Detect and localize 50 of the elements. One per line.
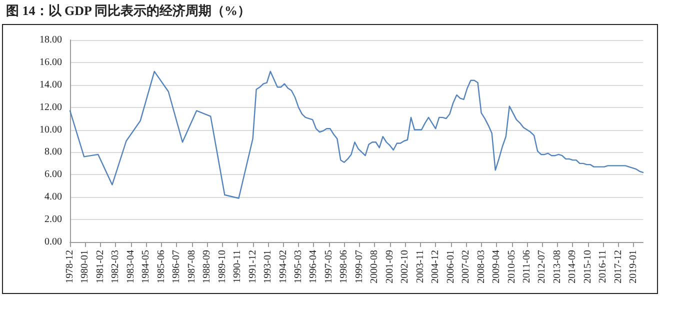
x-tick-label: 2014-09 — [567, 250, 578, 284]
x-tick-label: 1980-01 — [80, 250, 91, 284]
x-tick-label: 2004-12 — [430, 250, 442, 284]
x-tick-label: 1981-02 — [94, 250, 106, 284]
x-tick-label: 2009-04 — [491, 250, 502, 284]
x-tick-label: 2013-08 — [552, 250, 563, 284]
x-tick-label: 1982-03 — [110, 250, 122, 284]
x-tick-label: 1995-03 — [292, 250, 304, 284]
x-tick-label: 1994-02 — [278, 250, 289, 284]
line-series — [69, 70, 644, 199]
x-tick-label: 2017-12 — [612, 250, 624, 284]
x-tick-label: 1986-07 — [171, 250, 182, 284]
x-tick-label: 2015-10 — [582, 250, 594, 284]
x-tick-label: 1996-04 — [308, 250, 320, 284]
x-tick-label: 1987-08 — [186, 250, 198, 284]
y-tick-label: 6.00 — [44, 169, 62, 180]
x-tick-label: 1978-12 — [64, 250, 76, 284]
x-tick-label: 1993-01 — [262, 250, 274, 284]
x-tick-label: 2000-08 — [369, 250, 380, 284]
chart-title: 图 14：以 GDP 同比表示的经济周期（%） — [6, 2, 250, 20]
x-tick-label: 2006-01 — [445, 250, 456, 284]
y-tick-label: 10.00 — [40, 124, 62, 136]
x-tick-label: 2011-06 — [521, 250, 532, 283]
y-tick-label: 4.00 — [44, 192, 62, 203]
y-tick-label: 2.00 — [44, 214, 62, 226]
x-tick-label: 1997-05 — [323, 250, 334, 284]
x-tick-label: 2001-09 — [384, 250, 396, 284]
x-tick-label: 1989-10 — [216, 250, 228, 284]
y-tick-label: 0.00 — [44, 236, 62, 248]
x-tick-label: 2007-02 — [460, 250, 472, 284]
x-tick-label: 1988-09 — [202, 250, 213, 284]
x-tick-label: 1999-07 — [354, 250, 365, 284]
x-tick-label: 2008-03 — [476, 250, 487, 284]
y-tick-label: 12.00 — [40, 102, 62, 113]
x-tick-label: 1985-06 — [156, 250, 167, 284]
x-tick-label: 2019-01 — [628, 250, 640, 284]
x-tick-label: 2003-11 — [414, 250, 426, 283]
x-tick-label: 2010-05 — [506, 250, 518, 284]
x-tick-label: 1998-06 — [338, 250, 350, 284]
y-tick-label: 8.00 — [44, 146, 62, 158]
y-tick-label: 18.00 — [40, 34, 62, 46]
x-tick-label: 2012-07 — [536, 250, 548, 284]
y-tick-label: 16.00 — [40, 56, 62, 68]
x-tick-label: 1983-04 — [125, 250, 136, 284]
x-tick-label: 2002-10 — [400, 250, 411, 284]
x-tick-label: 1990-11 — [232, 250, 244, 283]
x-tick-label: 1984-05 — [140, 250, 152, 284]
x-tick-label: 1991-12 — [247, 250, 258, 284]
x-tick-label: 2016-11 — [598, 250, 609, 283]
y-tick-label: 14.00 — [40, 79, 62, 90]
